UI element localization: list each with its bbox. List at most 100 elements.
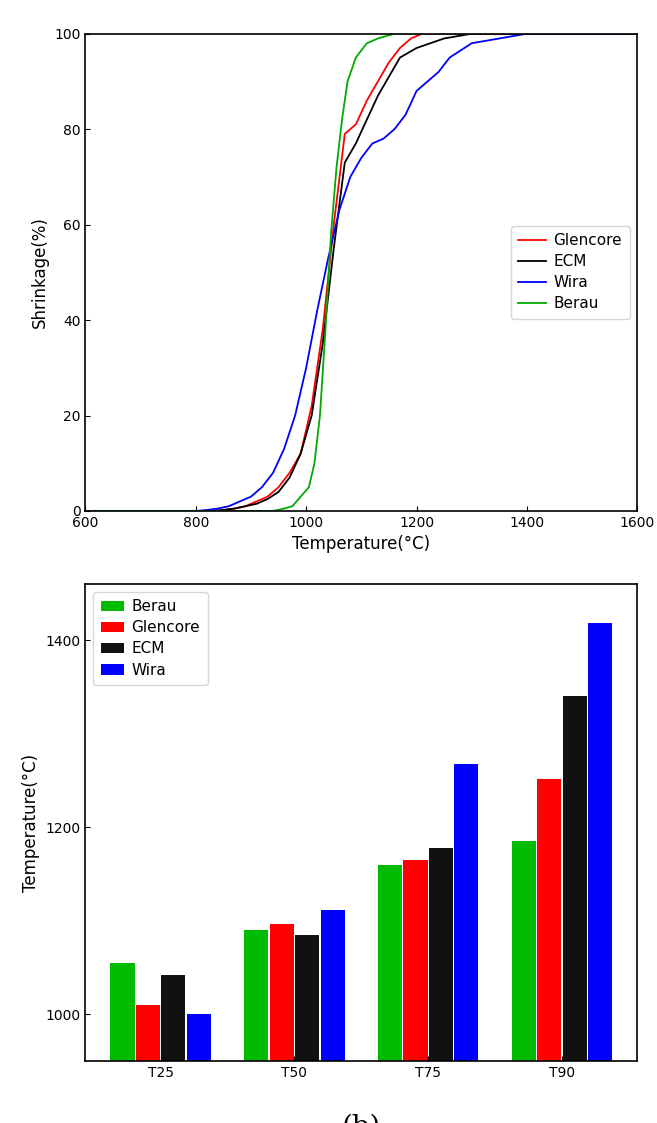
Y-axis label: Shrinkage(%): Shrinkage(%)	[31, 217, 49, 328]
ECM	[495, 27, 503, 40]
ECM	[363, 113, 371, 127]
Wira	[137, 504, 145, 518]
Glencore	[551, 27, 558, 40]
X-axis label: Temperature(°C): Temperature(°C)	[292, 536, 430, 554]
Glencore	[286, 466, 294, 480]
Wira	[413, 84, 420, 98]
Wira	[369, 137, 376, 150]
Bar	[110, 964, 135, 1061]
ECM	[413, 42, 420, 55]
Glencore	[341, 127, 349, 140]
Wira	[164, 504, 172, 518]
Wira	[435, 65, 443, 79]
Berau	[468, 27, 476, 40]
ECM	[633, 27, 641, 40]
Bar	[537, 778, 561, 1061]
Wira	[225, 500, 233, 513]
Wira	[633, 27, 641, 40]
Berau	[374, 31, 382, 45]
Berau	[332, 161, 340, 174]
Wira	[445, 51, 453, 64]
Wira	[236, 494, 244, 508]
ECM	[81, 504, 89, 518]
Berau	[413, 27, 420, 40]
Wira	[291, 409, 299, 422]
Bar	[512, 841, 536, 1061]
Y-axis label: Temperature(°C): Temperature(°C)	[22, 754, 40, 892]
Bar	[403, 860, 428, 1061]
ECM	[440, 31, 448, 45]
ECM	[297, 447, 305, 460]
Berau	[352, 51, 360, 64]
Glencore	[495, 27, 503, 40]
Berau	[338, 113, 346, 127]
Bar	[429, 848, 453, 1061]
ECM	[330, 241, 338, 255]
Bar	[244, 930, 269, 1061]
ECM	[275, 485, 283, 499]
Wira	[523, 27, 531, 40]
Wira	[214, 502, 222, 515]
Wira	[81, 504, 89, 518]
ECM	[468, 27, 476, 40]
Bar	[136, 1005, 160, 1061]
Glencore	[319, 323, 327, 337]
ECM	[286, 471, 294, 484]
Glencore	[374, 74, 382, 89]
Glencore	[192, 504, 200, 518]
Glencore	[242, 500, 250, 513]
Line: ECM: ECM	[85, 34, 637, 511]
Glencore	[385, 56, 393, 70]
ECM	[341, 156, 349, 170]
Glencore	[208, 504, 216, 518]
Berau	[311, 456, 319, 469]
Berau	[288, 500, 296, 513]
Wira	[269, 466, 277, 480]
Wira	[424, 74, 432, 89]
Glencore	[578, 27, 586, 40]
Wira	[495, 31, 503, 45]
ECM	[307, 409, 315, 422]
Bar	[187, 1014, 211, 1061]
Glencore	[307, 399, 315, 412]
Berau	[316, 409, 324, 422]
ECM	[319, 337, 327, 350]
ECM	[352, 137, 360, 150]
Glencore	[352, 118, 360, 131]
Legend: Glencore, ECM, Wira, Berau: Glencore, ECM, Wira, Berau	[510, 226, 629, 319]
Wira	[578, 27, 586, 40]
Wira	[401, 108, 409, 121]
Berau	[305, 481, 313, 494]
Berau	[247, 504, 255, 518]
ECM	[208, 504, 216, 518]
Glencore	[297, 447, 305, 460]
Berau	[327, 228, 335, 241]
Line: Wira: Wira	[85, 34, 637, 511]
Bar	[588, 623, 612, 1061]
ECM	[242, 500, 250, 513]
ECM	[396, 51, 404, 64]
ECM	[219, 503, 227, 517]
ECM	[252, 497, 260, 511]
Bar	[378, 865, 402, 1061]
Glencore	[81, 504, 89, 518]
Glencore	[231, 502, 238, 515]
Glencore	[219, 503, 227, 517]
Wira	[468, 36, 476, 49]
ECM	[192, 504, 200, 518]
Bar	[269, 923, 294, 1061]
Text: (b): (b)	[342, 1114, 381, 1123]
ECM	[374, 89, 382, 102]
Berau	[192, 504, 200, 518]
Glencore	[252, 494, 260, 508]
Berau	[390, 27, 398, 40]
Glencore	[396, 42, 404, 55]
Wira	[280, 442, 288, 456]
Berau	[269, 504, 277, 518]
Glencore	[633, 27, 641, 40]
Bar	[162, 975, 185, 1061]
ECM	[263, 492, 271, 505]
Glencore	[363, 94, 371, 108]
Wira	[335, 203, 343, 217]
Bar	[321, 910, 345, 1061]
